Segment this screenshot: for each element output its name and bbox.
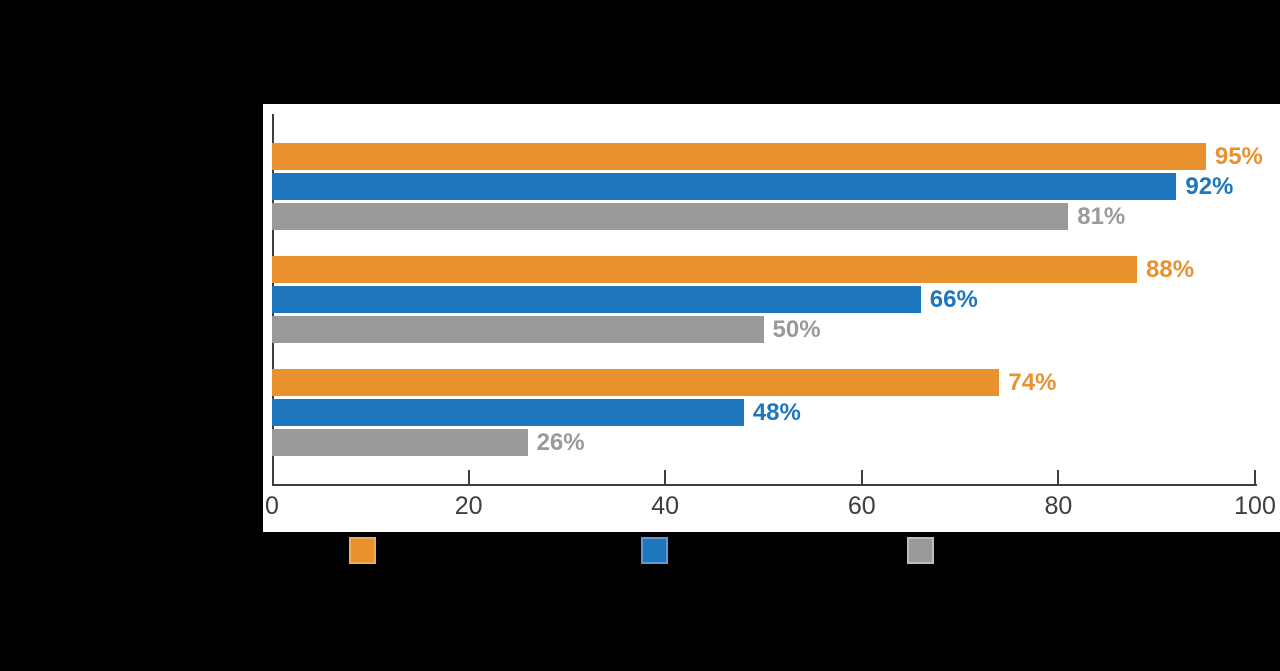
bar-value-label: 95% — [1214, 142, 1263, 170]
x-axis-tick — [1057, 470, 1060, 484]
bar-series-blue-group1 — [272, 173, 1177, 200]
x-axis-line — [272, 484, 1257, 486]
x-axis-tick — [467, 470, 470, 484]
x-axis-tick-label: 0 — [265, 492, 279, 520]
x-axis-tick-label: 100 — [1234, 492, 1276, 520]
bar-series-blue-group3 — [272, 399, 744, 426]
bar-value-label: 50% — [772, 315, 821, 343]
legend-swatch-gray — [907, 537, 934, 564]
bar-value-label: 92% — [1185, 172, 1234, 200]
bar-series-orange-group2 — [272, 256, 1138, 283]
bar-series-orange-group1 — [272, 143, 1206, 170]
x-axis-tick — [860, 470, 863, 484]
bar-series-gray-group1 — [272, 203, 1069, 230]
legend-swatch-orange — [349, 537, 376, 564]
bar-series-orange-group3 — [272, 369, 1000, 396]
x-axis-tick-label: 60 — [847, 492, 876, 520]
bar-series-gray-group3 — [272, 429, 528, 456]
bar-value-label: 88% — [1146, 255, 1195, 283]
bar-value-label: 66% — [929, 285, 978, 313]
legend-swatch-blue — [641, 537, 668, 564]
x-axis-tick-label: 20 — [454, 492, 483, 520]
x-axis-tick-label: 80 — [1044, 492, 1073, 520]
bar-series-gray-group2 — [272, 316, 764, 343]
bar-value-label: 81% — [1077, 202, 1126, 230]
bar-series-blue-group2 — [272, 286, 921, 313]
bar-value-label: 26% — [536, 428, 585, 456]
x-axis-tick — [1254, 470, 1256, 484]
chart-panel: 95% 92% 81% 88% 66% 50% 74% 48% 26% 0 20 40 60 80 100 — [263, 104, 1280, 532]
bar-value-label: 48% — [752, 398, 801, 426]
x-axis-tick-label: 40 — [651, 492, 680, 520]
bar-value-label: 74% — [1008, 368, 1057, 396]
x-axis-tick — [664, 470, 667, 484]
